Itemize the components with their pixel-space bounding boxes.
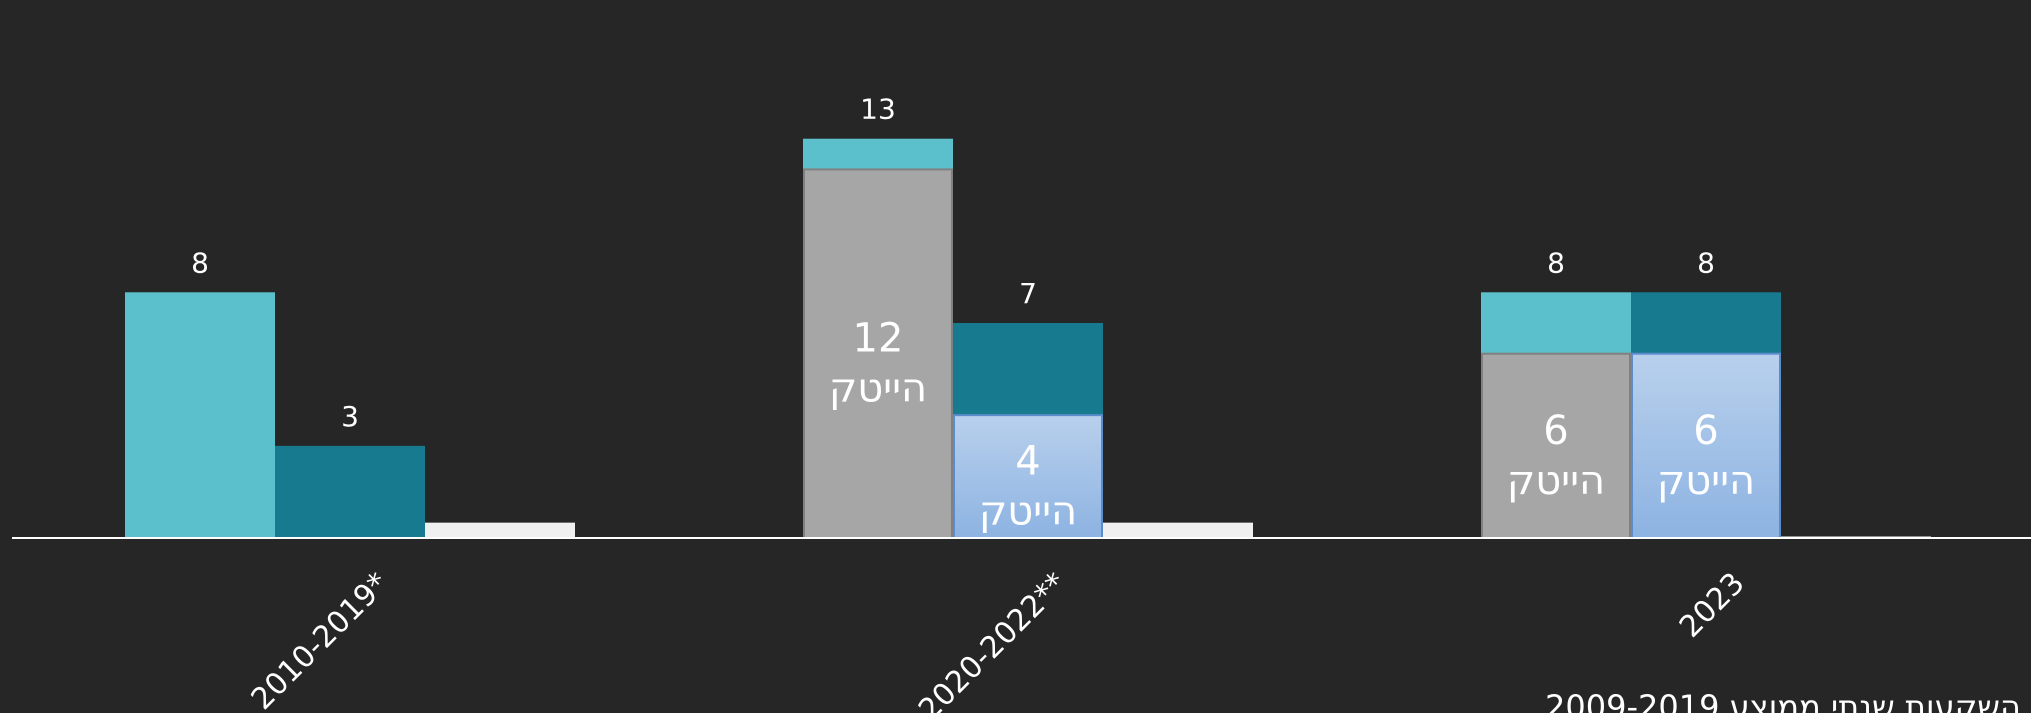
value-label-series1-3: 8 <box>1547 246 1565 279</box>
hitech-value-label: 6 <box>1543 408 1568 454</box>
hitech-label: הייטק <box>979 489 1077 535</box>
hitech-label: הייטק <box>1657 458 1755 504</box>
bar-series1-1 <box>125 292 275 538</box>
hitech-bar-series2-2 <box>953 414 1103 539</box>
bar-series3-2 <box>1103 522 1253 538</box>
bar-series2-1 <box>275 445 425 538</box>
value-label-series2-3: 8 <box>1697 246 1715 279</box>
value-label-series1-1: 8 <box>191 246 209 279</box>
hitech-label: הייטק <box>829 366 927 412</box>
x-tick-label-3: 2023 <box>1673 566 1752 645</box>
hitech-label: הייטק <box>1507 458 1605 504</box>
bar-series3-1 <box>425 522 575 538</box>
value-label-series1-2: 13 <box>860 93 896 126</box>
value-label-series2-1: 3 <box>341 400 359 433</box>
footnote: השקעות שנתי ממוצע 2009-2019 <box>1545 688 2021 713</box>
value-label-series2-2: 7 <box>1019 277 1037 310</box>
hitech-bar-series1-2 <box>803 168 953 540</box>
hitech-value-label: 4 <box>1015 439 1040 485</box>
x-tick-label-1: 2010-2019* <box>245 566 396 713</box>
hitech-value-label: 6 <box>1693 408 1718 454</box>
x-tick-label-2: 2020-2022** <box>912 566 1074 713</box>
hitech-bar-series2-3 <box>1631 352 1781 540</box>
hitech-value-label: 12 <box>853 316 904 362</box>
